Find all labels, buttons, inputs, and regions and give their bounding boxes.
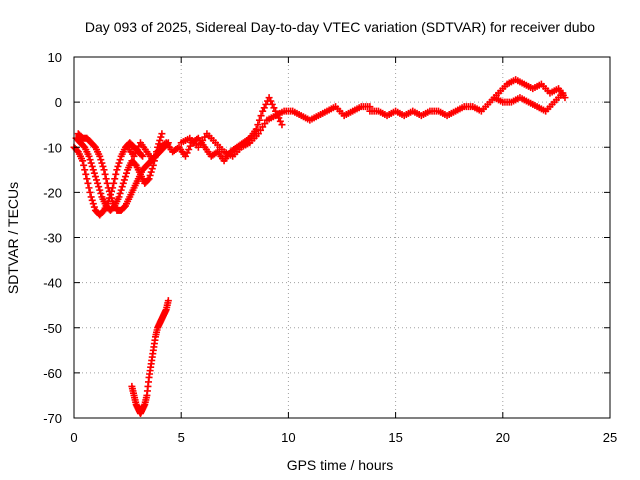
data-point xyxy=(139,152,147,160)
data-point xyxy=(145,175,153,183)
data-point xyxy=(100,166,108,174)
data-point xyxy=(115,159,123,167)
data-point xyxy=(104,184,112,192)
data-point xyxy=(278,121,286,129)
data-point xyxy=(79,157,87,165)
data-point xyxy=(164,297,172,305)
data-point xyxy=(89,200,97,208)
data-point xyxy=(158,130,166,138)
data-point xyxy=(255,116,263,124)
data-point xyxy=(254,121,262,129)
y-tick-label: -10 xyxy=(43,140,62,155)
data-point xyxy=(98,159,106,167)
x-tick-label: 25 xyxy=(603,430,617,445)
data-point xyxy=(99,162,107,170)
data-point xyxy=(95,183,103,191)
series-track-e xyxy=(177,103,374,160)
data-point xyxy=(105,187,113,195)
data-points xyxy=(70,76,569,417)
x-tick-label: 20 xyxy=(496,430,510,445)
data-point xyxy=(90,169,98,177)
data-point xyxy=(102,175,110,183)
data-point xyxy=(96,186,104,194)
data-point xyxy=(97,190,105,198)
data-point xyxy=(80,161,88,169)
series-dip xyxy=(128,297,172,417)
data-point xyxy=(103,179,111,187)
data-point xyxy=(93,176,101,184)
data-point xyxy=(123,169,131,177)
x-tick-label: 0 xyxy=(70,430,77,445)
data-point xyxy=(559,89,567,97)
x-tick-label: 10 xyxy=(281,430,295,445)
data-point xyxy=(111,175,119,183)
y-tick-label: -40 xyxy=(43,276,62,291)
data-point xyxy=(85,184,93,192)
data-point xyxy=(561,94,569,102)
x-tick-label: 5 xyxy=(178,430,185,445)
data-point xyxy=(87,159,95,167)
data-point xyxy=(148,165,156,173)
data-point xyxy=(112,170,120,178)
data-point xyxy=(138,151,146,159)
data-point xyxy=(121,173,129,181)
data-point xyxy=(83,175,91,183)
data-point xyxy=(97,156,105,164)
data-point xyxy=(257,112,265,120)
data-point xyxy=(101,170,109,178)
y-tick-label: -30 xyxy=(43,231,62,246)
data-point xyxy=(116,190,124,198)
data-point xyxy=(90,203,98,211)
chart-title: Day 093 of 2025, Sidereal Day-to-day VTE… xyxy=(85,19,595,35)
y-axis-title: SDTVAR / TECUs xyxy=(5,182,21,294)
y-tick-label: -60 xyxy=(43,366,62,381)
data-point xyxy=(96,152,104,160)
data-point xyxy=(84,179,92,187)
x-tick-label: 15 xyxy=(388,430,402,445)
data-point xyxy=(252,125,260,133)
data-point xyxy=(106,191,114,199)
data-point xyxy=(113,166,121,174)
data-point xyxy=(87,193,95,201)
data-point xyxy=(88,162,96,170)
data-point xyxy=(82,170,90,178)
data-point xyxy=(116,156,124,164)
data-point xyxy=(89,166,97,174)
data-point xyxy=(118,183,126,191)
data-point xyxy=(157,133,165,141)
y-tick-label: -20 xyxy=(43,185,62,200)
data-point xyxy=(94,179,102,187)
x-axis-title: GPS time / hours xyxy=(287,457,394,473)
data-point xyxy=(81,166,89,174)
data-point xyxy=(119,179,127,187)
data-point xyxy=(147,168,155,176)
data-point xyxy=(88,196,96,204)
data-point xyxy=(114,162,122,170)
y-tick-label: 10 xyxy=(48,50,62,65)
series-track-c xyxy=(74,130,172,214)
data-point xyxy=(146,171,154,179)
data-point xyxy=(86,156,94,164)
data-point xyxy=(156,136,164,144)
series-track-f xyxy=(366,76,569,120)
data-point xyxy=(108,194,116,202)
y-tick-label: -50 xyxy=(43,321,62,336)
data-point xyxy=(85,152,93,160)
y-tick-label: 0 xyxy=(55,95,62,110)
data-point xyxy=(115,193,123,201)
data-point xyxy=(144,176,152,184)
data-point xyxy=(117,186,125,194)
data-point xyxy=(91,173,99,181)
grid xyxy=(74,57,610,418)
axes: 0 5 10 15 20 25 -70 -60 -50 -40 -30 -20 -10 0 10 xyxy=(43,50,617,445)
series-track-g xyxy=(490,89,567,115)
y-tick-label: -70 xyxy=(43,411,62,426)
data-point xyxy=(120,176,128,184)
data-point xyxy=(86,188,94,196)
data-point xyxy=(110,179,118,187)
